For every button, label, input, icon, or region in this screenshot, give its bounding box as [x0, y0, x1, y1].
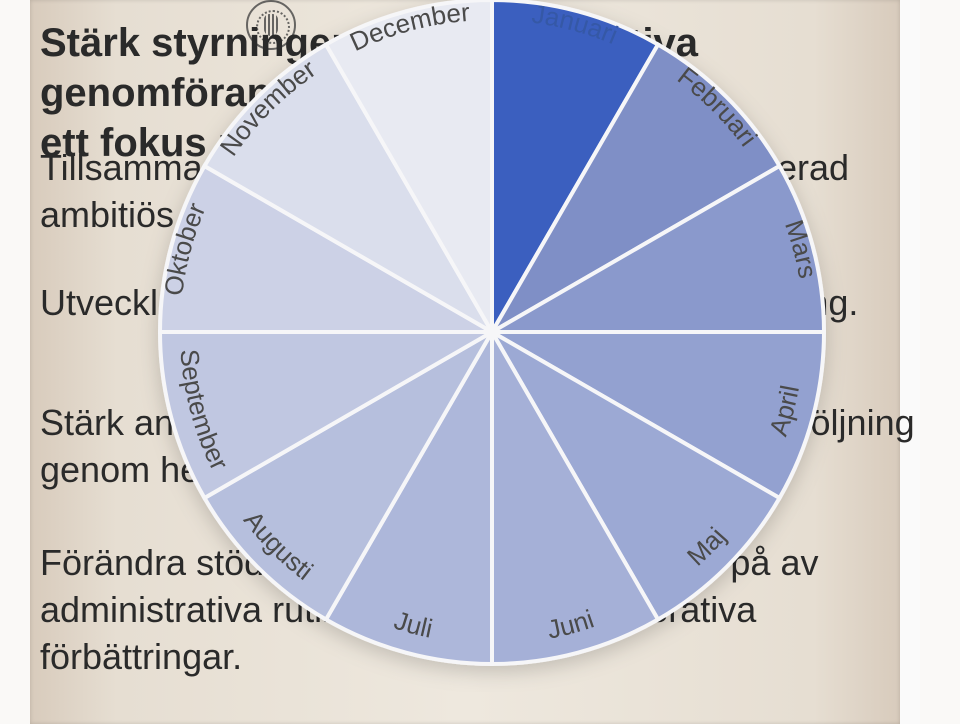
stage: Stärk styrningen och det operativa genom…: [0, 0, 960, 724]
month-wheel-svg: JanuariFebruariMarsAprilMajJuniJuliAugus…: [132, 0, 852, 692]
month-wheel: JanuariFebruariMarsAprilMajJuniJuliAugus…: [132, 0, 852, 692]
